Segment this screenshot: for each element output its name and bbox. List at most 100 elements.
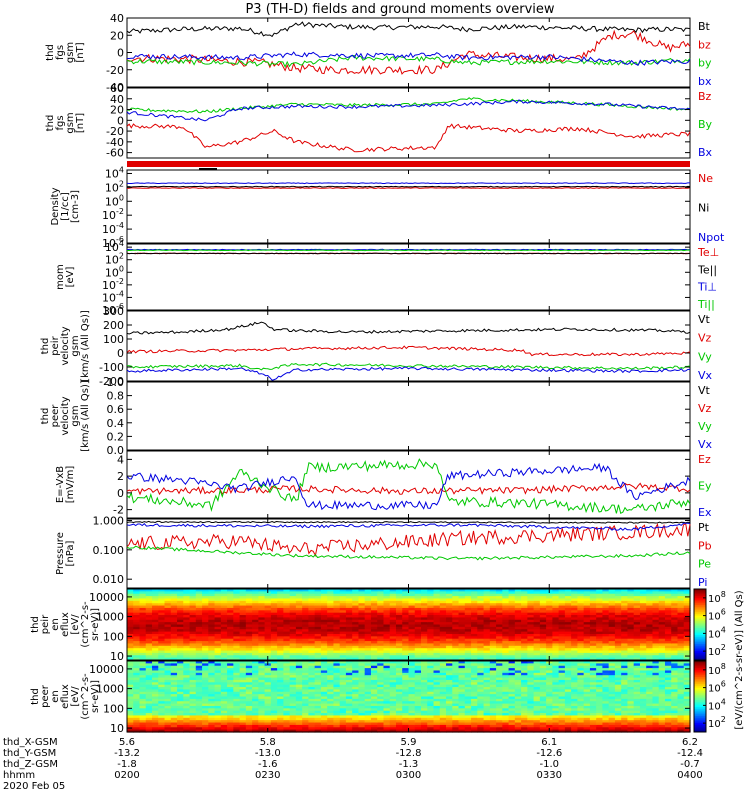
heatmap-cell [627, 617, 635, 621]
heatmap-cell [539, 591, 547, 595]
heatmap-cell [220, 626, 228, 630]
heatmap-cell [514, 636, 522, 640]
heatmap-cell [583, 633, 591, 637]
heatmap-cell [302, 631, 310, 635]
heatmap-cell [421, 603, 428, 607]
y-axis-label: [km/s (All Qs)] [80, 310, 91, 382]
heatmap-cell [345, 607, 353, 611]
heatmap-cell [345, 617, 353, 621]
heatmap-cell [489, 672, 497, 676]
heatmap-cell [302, 661, 310, 664]
heatmap-cell [496, 596, 503, 600]
heatmap-cell [277, 687, 284, 690]
heatmap-cell [439, 679, 447, 683]
heatmap-cell [471, 598, 478, 602]
heatmap-cell [389, 645, 397, 649]
heatmap-cell [352, 677, 360, 681]
heatmap-cell [464, 636, 472, 640]
heatmap-cell [471, 663, 478, 667]
heatmap-cell [514, 715, 522, 719]
heatmap-cell [658, 631, 666, 635]
heatmap-cell [295, 661, 303, 664]
heatmap-cell [395, 713, 403, 717]
heatmap-cell [452, 596, 460, 600]
heatmap-cell [320, 617, 328, 621]
heatmap-cell [370, 624, 378, 628]
heatmap-cell [208, 724, 216, 728]
heatmap-cell [277, 682, 284, 686]
heatmap-cell [414, 593, 422, 597]
heatmap-cell [183, 729, 191, 733]
heatmap-cell [571, 626, 578, 630]
heatmap-cell [427, 679, 435, 683]
heatmap-cell [489, 624, 497, 628]
heatmap-cell [483, 708, 491, 712]
heatmap-cell [439, 677, 447, 681]
heatmap-cell [464, 643, 472, 647]
heatmap-cell [327, 684, 335, 688]
heatmap-cell [395, 705, 403, 709]
heatmap-cell [202, 696, 209, 700]
heatmap-cell [564, 598, 572, 602]
heatmap-cell [471, 641, 478, 645]
heatmap-cell [145, 717, 153, 721]
heatmap-cell [627, 624, 635, 628]
heatmap-cell [214, 661, 222, 664]
heatmap-cell [464, 593, 472, 597]
heatmap-cell [270, 698, 278, 702]
y-axis-label: peir [40, 614, 51, 634]
heatmap-cell [496, 641, 503, 645]
heatmap-cell [483, 650, 491, 654]
heatmap-cell [477, 710, 485, 714]
heatmap-cell [220, 600, 228, 604]
heatmap-cell [395, 600, 403, 604]
heatmap-cell [364, 675, 372, 679]
heatmap-cell [546, 610, 553, 614]
heatmap-cell [208, 682, 216, 686]
heatmap-cell [277, 705, 284, 709]
heatmap-cell [164, 598, 172, 602]
heatmap-cell [527, 715, 535, 719]
y-tick-label: 0.100 [93, 544, 125, 557]
heatmap-cell [195, 615, 203, 618]
heatmap-cell [646, 591, 654, 595]
heatmap-cell [302, 727, 310, 731]
heatmap-cell [277, 722, 284, 726]
heatmap-cell [508, 589, 516, 592]
heatmap-cell [564, 648, 572, 652]
heatmap-cell [345, 689, 353, 693]
heatmap-cell [333, 717, 341, 721]
heatmap-cell [302, 698, 310, 702]
heatmap-cell [133, 689, 141, 693]
heatmap-cell [145, 617, 153, 621]
heatmap-cell [608, 655, 616, 659]
heatmap-cell [446, 624, 453, 628]
heatmap-cell [502, 629, 510, 633]
heatmap-cell [327, 591, 335, 595]
heatmap-cell [270, 624, 278, 628]
heatmap-cell [639, 643, 647, 647]
heatmap-cell [446, 605, 453, 609]
heatmap-cell [370, 650, 378, 654]
y-axis-label: velocity [60, 326, 71, 365]
heatmap-cell [345, 624, 353, 628]
heatmap-cell [639, 624, 647, 628]
heatmap-cell [421, 633, 428, 637]
heatmap-cell [270, 679, 278, 683]
heatmap-cell [333, 633, 341, 637]
heatmap-cell [395, 603, 403, 607]
heatmap-cell [289, 615, 297, 618]
heatmap-cell [158, 648, 166, 652]
heatmap-cell [158, 655, 166, 659]
heatmap-cell [464, 591, 472, 595]
heatmap-cell [277, 641, 284, 645]
heatmap-cell [170, 615, 178, 618]
heatmap-cell [477, 641, 485, 645]
heatmap-cell [452, 670, 460, 674]
heatmap-cell [258, 631, 266, 635]
heatmap-cell [252, 598, 259, 602]
heatmap-cell [295, 682, 303, 686]
heatmap-cell [627, 626, 635, 630]
heatmap-cell [202, 629, 209, 633]
heatmap-cell [289, 596, 297, 600]
